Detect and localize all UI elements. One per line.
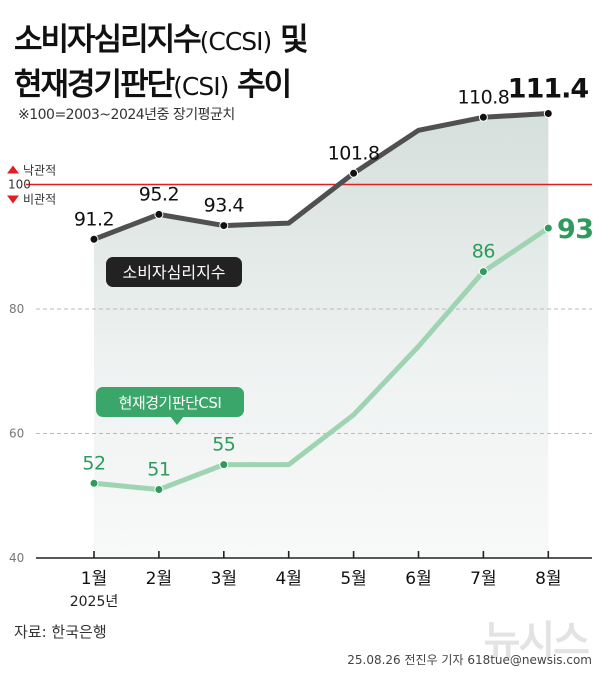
x-tick-label-7: 7월 [470,569,496,589]
ccsi-value-label-7: 110.8 [457,86,509,108]
title-line-2: 현재경기판단(CSI) 추이 [14,59,292,104]
ccsi-value-label-8: 111.4 [508,74,589,105]
ccsi-point-7 [478,112,488,122]
newsis-logo: 뉴시스 [483,618,590,664]
baseline-note: ※100=2003~2024년중 장기평균치 [18,107,235,123]
up-label: 낙관적 [23,164,56,178]
title-main-1: 소비자심리지수 [14,22,202,58]
ccsi-value-label-2: 95.2 [139,183,179,205]
year-label: 2025년 [70,594,119,610]
csi-tag-pointer [170,416,184,425]
x-tick-label-4: 4월 [275,569,301,589]
csi-point-2 [154,485,164,495]
ccsi-point-1 [89,234,99,244]
csi-value-label-3: 55 [212,434,235,456]
x-tick-label-1: 1월 [81,569,107,589]
csi-series-line [91,225,551,493]
x-tick-label-8: 8월 [535,569,561,589]
csi-value-label-8: 93 [557,214,594,245]
x-tick-label-6: 6월 [405,569,431,589]
ccsi-tag-label: 소비자심리지수 [122,263,225,282]
title-line-1: 소비자심리지수(CCSI) 및 [14,14,309,59]
csi-value-label-2: 51 [147,459,170,481]
credit-line: 25.08.26 전진우 기자 618tue@newsis.com [347,653,592,667]
ccsi-value-label-5: 101.8 [328,142,380,164]
csi-point-3 [219,460,229,470]
title-main-2: 현재경기판단 [14,67,175,103]
x-tick-label-2: 2월 [146,569,172,589]
ccsi-point-3 [219,221,229,231]
x-tick-label-3: 3월 [211,569,237,589]
csi-value-label-7: 86 [472,241,495,263]
up-triangle-icon [7,165,19,174]
csi-tag-label: 현재경기판단CSI [119,394,222,412]
y-tick-label-40: 40 [9,551,24,565]
csi-tag-box [96,387,244,417]
down-label: 비관적 [23,193,56,207]
csi-point-7 [478,267,488,277]
y-tick-label-60: 60 [9,427,24,441]
csi-point-1 [89,478,99,488]
down-triangle-icon [7,195,19,204]
ccsi-point-2 [154,209,164,219]
ccsi-point-8 [543,109,553,119]
reference-label: 100 [8,178,31,192]
ccsi-series-line [91,111,551,242]
csi-point-8 [543,223,553,233]
csi-value-label-1: 52 [82,452,105,474]
ccsi-point-5 [349,168,359,178]
title-paren-2: (CSI) [173,72,229,101]
ccsi-tag-box [106,257,242,287]
x-tick-label-5: 5월 [340,569,366,589]
ccsi-value-label-3: 93.4 [204,195,245,217]
y-tick-label-80: 80 [9,302,24,316]
title-tail-2: 추이 [228,67,292,103]
title-paren-1: (CCSI) [199,27,273,56]
title-tail-1: 및 [271,22,309,58]
source-note: 자료: 한국은행 [14,623,107,641]
ccsi-value-label-1: 91.2 [74,208,114,230]
